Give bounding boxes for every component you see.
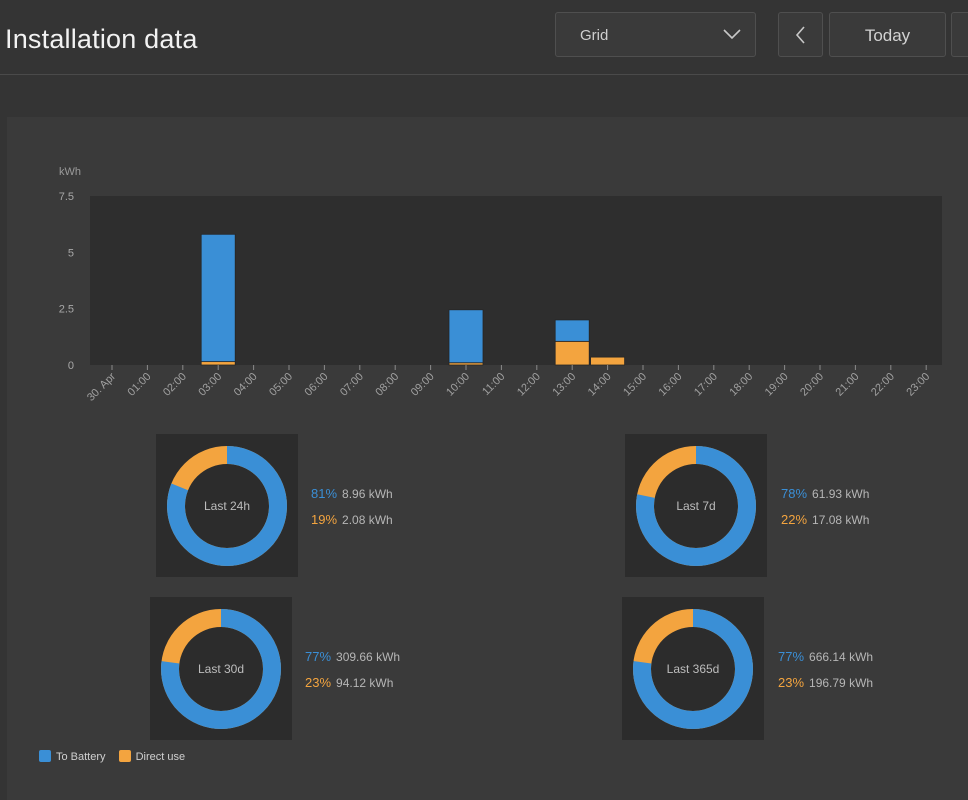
x-tick-label: 11:00 (480, 371, 507, 398)
legend-label-to-battery: To Battery (56, 751, 106, 763)
stat-percent: 23% (305, 675, 332, 690)
x-tick-label: 12:00 (515, 371, 543, 399)
x-tick-label: 01:00 (126, 371, 154, 399)
legend-item-to-battery[interactable]: To Battery (39, 750, 106, 763)
header-divider (0, 74, 968, 75)
stat-percent: 22% (781, 512, 808, 527)
x-tick-label: 30. Apr (85, 370, 118, 403)
next-button[interactable] (951, 12, 968, 57)
stat-kwh: 94.12 kWh (336, 676, 394, 690)
stat-kwh: 8.96 kWh (342, 487, 393, 501)
donut-center-label: Last 365d (667, 662, 720, 676)
bar-direct-use[interactable] (590, 356, 625, 366)
x-tick-label: 22:00 (869, 371, 897, 399)
stat-direct-use-last-24h: 19% 2.08 kWh (311, 512, 393, 527)
stat-kwh: 309.66 kWh (336, 650, 401, 664)
y-tick-label: 2.5 (59, 304, 74, 316)
donut-slice-to-battery[interactable] (167, 446, 287, 566)
bar-to-battery[interactable] (448, 309, 484, 364)
legend-swatch-to-battery (39, 750, 51, 762)
chevron-down-icon (723, 29, 741, 40)
stat-direct-use-last-7d: 22% 17.08 kWh (781, 512, 869, 527)
stat-percent: 19% (311, 512, 338, 527)
source-select-value: Grid (580, 27, 609, 44)
stat-to-battery-last-7d: 78% 61.93 kWh (781, 486, 869, 501)
page-title: Installation data (5, 24, 198, 54)
stat-to-battery-last-24h: 81% 8.96 kWh (311, 486, 393, 501)
x-tick-label: 06:00 (303, 371, 331, 399)
stat-kwh: 17.08 kWh (812, 513, 870, 527)
donut-slice-to-battery[interactable] (633, 609, 753, 729)
x-tick-label: 02:00 (161, 371, 189, 399)
y-tick-label: 7.5 (59, 191, 74, 203)
bar-direct-use[interactable] (554, 340, 590, 366)
donut-chart-last-7d: Last 7d (636, 446, 756, 566)
stat-to-battery-last-30d: 77% 309.66 kWh (305, 649, 400, 664)
stat-percent: 23% (778, 675, 805, 690)
legend: To Battery Direct use (39, 750, 195, 763)
x-tick-label: 21:00 (834, 371, 862, 399)
stat-percent: 77% (305, 649, 332, 664)
donut-center-label: Last 24h (204, 499, 250, 513)
x-tick-label: 07:00 (338, 371, 366, 399)
x-tick-label: 18:00 (727, 371, 755, 399)
stat-percent: 78% (781, 486, 808, 501)
chevron-left-icon (795, 26, 805, 44)
stat-direct-use-last-365d: 23% 196.79 kWh (778, 675, 873, 690)
y-axis-label: kWh (59, 166, 81, 178)
x-tick-label: 23:00 (904, 371, 932, 399)
bar-chart: kWh 7.5 5 2.5 0 30. Apr 01:00 02:00 03:00 04:00… (59, 166, 942, 404)
x-tick-label: 08:00 (373, 371, 401, 399)
x-tick-label: 10:00 (444, 371, 472, 399)
x-tick-label: 19:00 (763, 371, 791, 399)
donut-chart-last-24h: Last 24h (167, 446, 287, 566)
stat-percent: 81% (311, 486, 338, 501)
previous-button[interactable] (778, 12, 823, 57)
today-button-label: Today (864, 26, 911, 45)
x-tick-label: 17:00 (692, 371, 720, 399)
donut-chart-last-365d: Last 365d (633, 609, 753, 729)
bar-to-battery[interactable] (554, 319, 590, 342)
stat-kwh: 196.79 kWh (809, 676, 874, 690)
x-tick-label: 04:00 (232, 371, 260, 399)
legend-item-direct-use[interactable]: Direct use (118, 750, 186, 763)
donut-center-label: Last 7d (676, 499, 715, 513)
stat-kwh: 2.08 kWh (342, 513, 393, 527)
today-button[interactable]: Today (829, 12, 946, 57)
x-tick-label: 20:00 (798, 371, 826, 399)
donut-chart-last-30d: Last 30d (161, 609, 281, 729)
y-tick-label: 5 (68, 247, 74, 259)
x-tick-label: 15:00 (621, 371, 649, 399)
x-tick-label: 03:00 (196, 371, 224, 399)
stat-kwh: 666.14 kWh (809, 650, 874, 664)
stat-direct-use-last-30d: 23% 94.12 kWh (305, 675, 393, 690)
x-tick-label: 14:00 (586, 371, 614, 399)
stat-percent: 77% (778, 649, 805, 664)
x-tick-label: 13:00 (550, 371, 578, 399)
x-tick-label: 16:00 (657, 371, 685, 399)
stat-to-battery-last-365d: 77% 666.14 kWh (778, 649, 873, 664)
source-select[interactable]: Grid (555, 12, 756, 57)
donut-slice-to-battery[interactable] (636, 446, 756, 566)
legend-label-direct-use: Direct use (135, 751, 186, 763)
bar-to-battery[interactable] (200, 233, 236, 363)
donut-slice-to-battery[interactable] (161, 609, 281, 729)
donut-center-label: Last 30d (198, 662, 244, 676)
legend-swatch-direct-use (118, 750, 131, 762)
y-tick-label: 0 (68, 360, 74, 372)
x-tick-label: 09:00 (409, 371, 437, 399)
stat-kwh: 61.93 kWh (812, 487, 870, 501)
x-tick-label: 05:00 (267, 371, 295, 399)
bar-direct-use[interactable] (200, 361, 236, 366)
